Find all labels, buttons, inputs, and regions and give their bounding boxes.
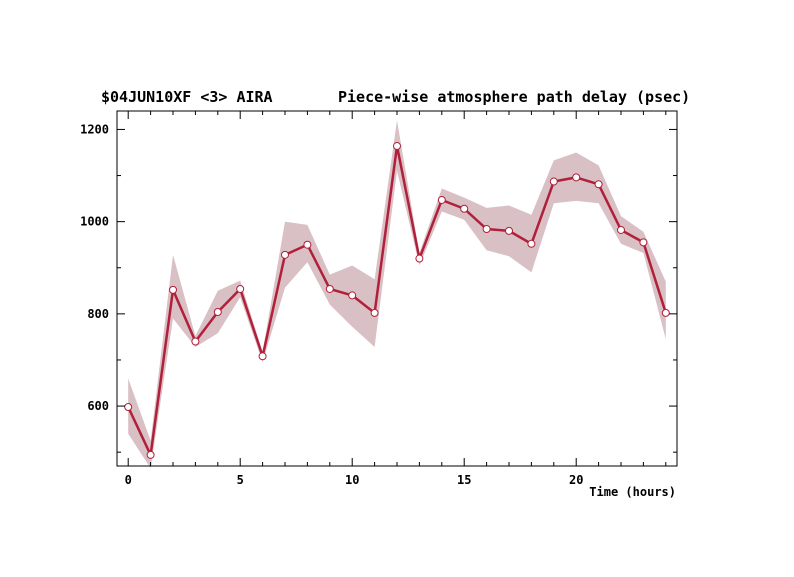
data-point bbox=[370, 308, 379, 317]
data-point bbox=[348, 291, 357, 300]
x-tick-label: 15 bbox=[457, 473, 471, 487]
data-point bbox=[393, 142, 401, 151]
chart-title-right: Piece-wise atmosphere path delay (psec) bbox=[338, 88, 690, 106]
uncertainty-band-layer bbox=[128, 120, 666, 469]
data-point bbox=[281, 250, 289, 259]
data-point bbox=[527, 239, 536, 248]
data-point bbox=[639, 238, 648, 247]
data-point bbox=[437, 195, 446, 204]
data-point bbox=[661, 308, 670, 317]
uncertainty-band bbox=[128, 120, 666, 469]
axis-ticks: 0 5 10 15 20 600 800 1000 1200 bbox=[80, 111, 677, 487]
data-point bbox=[325, 284, 334, 293]
data-point-layer bbox=[124, 142, 670, 459]
x-tick-label: 5 bbox=[237, 473, 244, 487]
data-point bbox=[505, 226, 513, 235]
data-point bbox=[169, 285, 177, 294]
y-tick-label: 1200 bbox=[80, 122, 109, 136]
data-point bbox=[594, 180, 603, 189]
chart-title-left: $04JUN10XF <3> AIRA bbox=[101, 88, 273, 106]
y-tick-label: 600 bbox=[87, 399, 109, 413]
data-point bbox=[258, 352, 267, 361]
data-point bbox=[482, 225, 491, 234]
data-point bbox=[572, 173, 581, 182]
y-tick-label: 800 bbox=[87, 307, 109, 321]
data-point bbox=[124, 402, 133, 411]
x-axis-label: Time (hours) bbox=[589, 485, 676, 499]
data-point bbox=[460, 204, 469, 213]
data-point bbox=[146, 450, 155, 459]
data-point bbox=[213, 308, 222, 317]
x-tick-label: 10 bbox=[345, 473, 359, 487]
x-tick-label: 0 bbox=[125, 473, 132, 487]
data-point bbox=[549, 177, 558, 186]
data-point bbox=[617, 225, 625, 234]
data-point bbox=[191, 337, 200, 346]
y-tick-label: 1000 bbox=[80, 215, 109, 229]
x-tick-label: 20 bbox=[569, 473, 583, 487]
data-point bbox=[303, 240, 312, 249]
data-point bbox=[415, 254, 424, 263]
data-point bbox=[236, 284, 245, 293]
